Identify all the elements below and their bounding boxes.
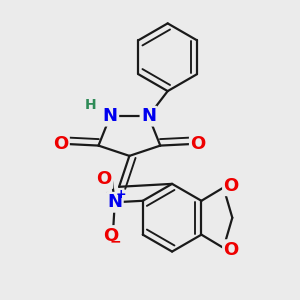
Text: O: O: [224, 241, 239, 259]
Text: O: O: [103, 226, 118, 244]
Text: −: −: [109, 234, 121, 248]
Text: H: H: [98, 177, 110, 191]
Text: O: O: [190, 135, 206, 153]
Text: N: N: [141, 107, 156, 125]
Text: O: O: [97, 170, 112, 188]
Text: O: O: [53, 135, 68, 153]
Text: O: O: [224, 177, 239, 195]
Text: +: +: [116, 188, 127, 201]
Text: N: N: [103, 107, 118, 125]
Text: H: H: [84, 98, 96, 112]
Text: N: N: [107, 193, 122, 211]
